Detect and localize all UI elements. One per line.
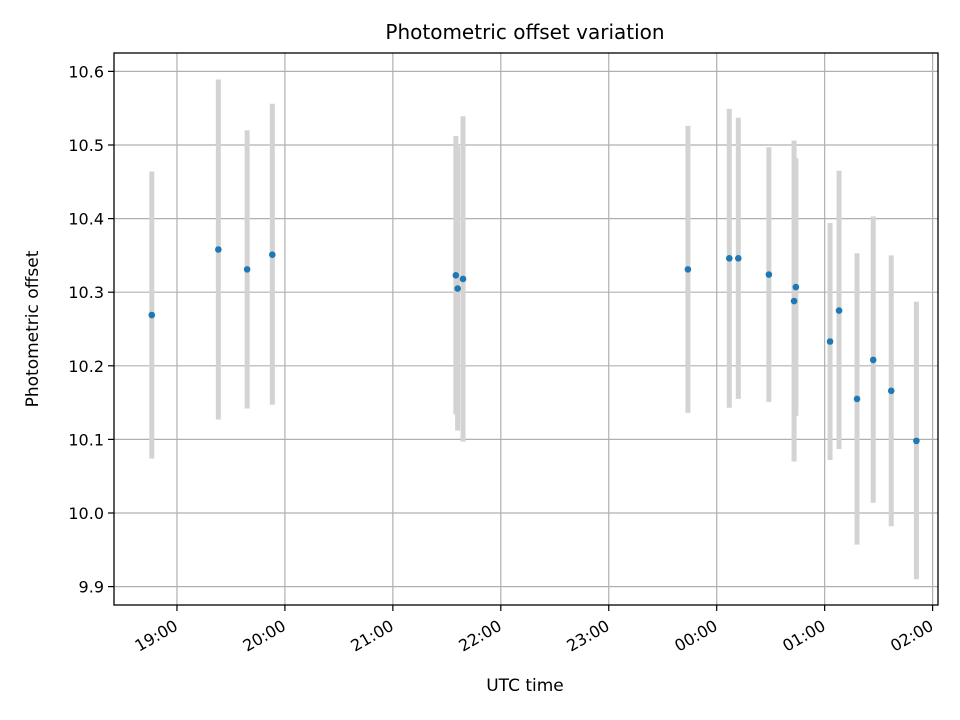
chart-title: Photometric offset variation — [385, 20, 664, 44]
x-tick-label: 23:00 — [563, 616, 612, 656]
data-point — [913, 437, 920, 445]
y-tick-label: 10.3 — [68, 283, 104, 302]
y-tick-label: 9.9 — [79, 578, 104, 597]
x-tick-label: 02:00 — [887, 616, 936, 656]
data-point — [454, 285, 461, 292]
y-tick-label: 10.4 — [68, 210, 104, 229]
x-tick-label: 00:00 — [671, 616, 720, 656]
data-point — [853, 395, 861, 403]
data-point — [684, 266, 692, 273]
x-axis-ticks: 19:00 20:00 21:00 22:00 23:00 00:00 01:00 02:00 — [132, 605, 937, 656]
data-points — [148, 246, 920, 445]
y-tick-label: 10.5 — [68, 136, 104, 155]
y-axis-title: Photometric offset — [23, 250, 43, 407]
data-point — [452, 271, 460, 279]
data-point — [243, 266, 251, 273]
x-axis-title: UTC time — [486, 676, 564, 696]
data-point — [765, 271, 773, 278]
data-point — [887, 387, 895, 395]
y-tick-label: 10.2 — [68, 357, 104, 376]
data-point — [790, 297, 798, 305]
x-tick-label: 22:00 — [455, 616, 504, 656]
y-tick-label: 10.6 — [68, 62, 104, 81]
data-point — [215, 246, 222, 253]
data-point — [835, 307, 843, 314]
y-tick-label: 10.0 — [68, 504, 104, 523]
data-point — [269, 251, 276, 258]
data-point — [826, 338, 834, 345]
data-point — [734, 255, 742, 262]
plot-area-frame — [113, 52, 939, 606]
grid — [114, 53, 938, 605]
y-axis-ticks: 9.9 10.0 10.1 10.2 10.3 10.4 10.5 10.6 — [68, 62, 114, 597]
x-tick-label: 01:00 — [779, 616, 828, 656]
data-point — [148, 311, 156, 319]
data-point — [459, 275, 467, 283]
x-tick-label: 21:00 — [347, 616, 396, 656]
data-point — [726, 255, 733, 262]
data-point — [792, 283, 800, 291]
data-point — [869, 356, 877, 364]
y-tick-label: 10.1 — [68, 430, 104, 449]
x-tick-label: 19:00 — [132, 616, 181, 656]
x-tick-label: 20:00 — [239, 616, 288, 656]
error-bars — [149, 79, 919, 580]
